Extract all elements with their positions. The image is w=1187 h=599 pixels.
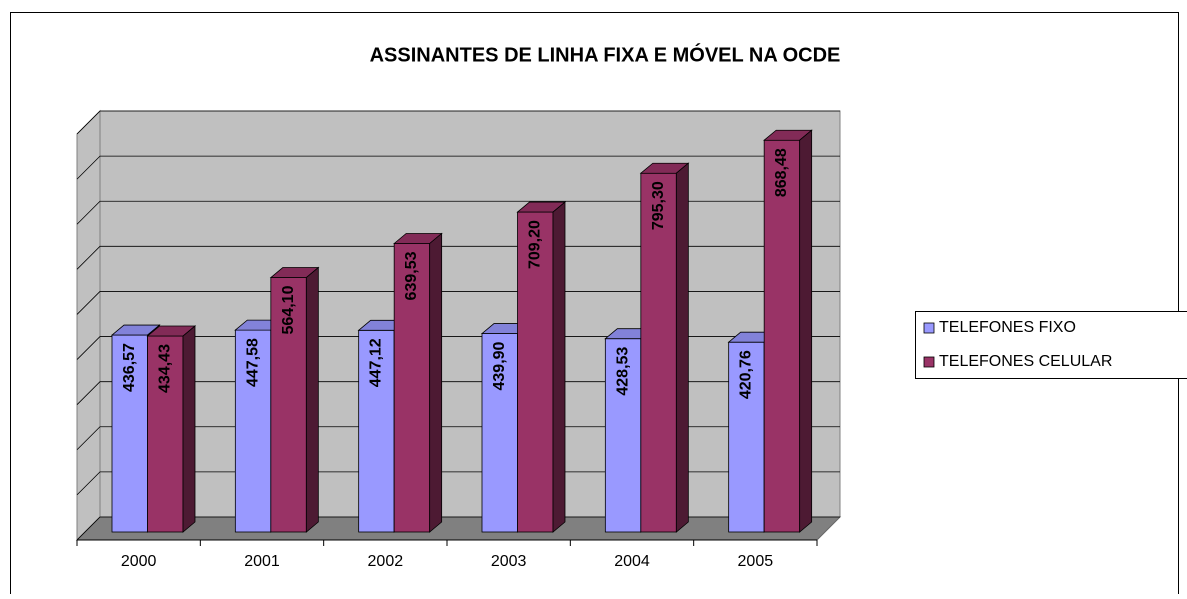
x-tick-label: 2003 xyxy=(491,553,527,570)
legend-label: TELEFONES FIXO xyxy=(939,319,1076,336)
x-tick-label: 2004 xyxy=(614,553,650,570)
chart-title: ASSINANTES DE LINHA FIXA E MÓVEL NA OCDE xyxy=(370,42,841,66)
legend-swatch xyxy=(924,357,934,367)
data-label: 868,48 xyxy=(773,148,790,197)
bar-side xyxy=(306,268,318,532)
bar xyxy=(764,140,800,532)
legend-swatch xyxy=(924,323,934,333)
data-label: 439,90 xyxy=(491,341,508,390)
data-label: 436,57 xyxy=(121,343,138,392)
data-label: 447,58 xyxy=(244,338,261,387)
bar-side xyxy=(676,163,688,532)
data-label: 564,10 xyxy=(280,285,297,334)
data-label: 709,20 xyxy=(526,220,543,269)
x-tick-label: 2005 xyxy=(738,553,774,570)
data-label: 420,76 xyxy=(738,350,755,399)
legend-label: TELEFONES CELULAR xyxy=(939,353,1112,370)
bar-side xyxy=(553,202,565,532)
x-tick-label: 2002 xyxy=(368,553,404,570)
data-label: 447,12 xyxy=(368,338,385,387)
data-label: 434,43 xyxy=(156,344,173,393)
bar-side xyxy=(430,234,442,532)
data-label: 428,53 xyxy=(614,347,631,396)
bar-side xyxy=(183,326,195,532)
x-tick-label: 2001 xyxy=(244,553,280,570)
bar-side xyxy=(800,130,812,532)
data-label: 795,30 xyxy=(650,181,667,230)
x-tick-label: 2000 xyxy=(121,553,157,570)
data-label: 639,53 xyxy=(403,251,420,300)
